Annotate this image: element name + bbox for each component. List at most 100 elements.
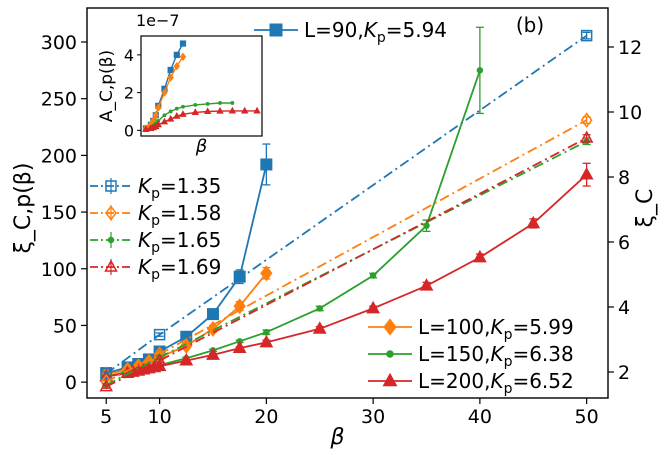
series-line: [105, 137, 588, 388]
data-point: [260, 158, 273, 171]
data-point: [366, 300, 381, 314]
legend-entry-kp165: Kp=1.65: [90, 228, 221, 256]
data-point: [179, 352, 194, 366]
inset-point: [179, 52, 187, 61]
inset-point: [152, 111, 160, 120]
inset-point: [166, 114, 175, 122]
series-4: [100, 29, 593, 380]
inset-point: [173, 112, 181, 119]
inset-point: [218, 101, 222, 105]
data-point: [476, 67, 484, 74]
inset-point: [253, 106, 261, 114]
y-left-tick-label: 250: [41, 89, 77, 111]
legend-label: L=200,Kp=6.52: [418, 369, 574, 397]
legend-marker: [383, 318, 397, 336]
data-point: [580, 112, 593, 128]
x-tick-label: 10: [148, 406, 172, 428]
x-tick-label: 5: [100, 406, 112, 428]
legend-marker: [269, 23, 283, 37]
data-point: [233, 298, 246, 315]
y-left-axis-label: ξ_C,p(β): [11, 163, 36, 254]
data-point: [579, 130, 594, 143]
y-right-tick-label: 6: [618, 232, 630, 254]
x-tick-label: 20: [254, 406, 278, 428]
data-point: [312, 321, 327, 334]
data-point: [579, 167, 594, 180]
inset-point: [173, 61, 181, 71]
data-point: [260, 265, 273, 282]
y-left-tick-label: 300: [41, 32, 77, 54]
inset-point: [179, 40, 187, 47]
y-right-tick-label: 2: [618, 362, 630, 384]
inset-point: [162, 113, 167, 118]
y-left-tick-label: 50: [53, 315, 77, 337]
inset-scale-label: 1e−7: [136, 11, 180, 30]
data-point: [206, 320, 220, 337]
legend-label: L=150,Kp=6.38: [418, 342, 574, 370]
legend-entry-l100: L=100,Kp=5.99: [368, 315, 574, 343]
data-point: [263, 328, 270, 336]
inset-point: [230, 101, 235, 105]
legend-marker: [382, 372, 398, 387]
legend-entry-l200: L=200,Kp=6.52: [368, 369, 574, 397]
inset-series-3: [142, 106, 261, 132]
inset-point: [155, 103, 162, 112]
inset-y-label: A_C,p(β): [97, 50, 117, 122]
inset-frame: [140, 35, 263, 137]
legend-entry-l90: L=90,Kp=5.94: [254, 18, 447, 46]
inset-point: [167, 66, 174, 74]
legend-entry-kp169: Kp=1.69: [90, 255, 221, 283]
inset-point: [191, 108, 200, 115]
legend-label: Kp=1.58: [138, 201, 221, 229]
legend-entry-kp135: Kp=1.35: [90, 174, 221, 202]
x-tick-label: 30: [361, 406, 385, 428]
y-left-tick-label: 200: [41, 145, 77, 167]
inset-point: [168, 109, 173, 114]
data-point: [206, 308, 219, 321]
legend-label: Kp=1.35: [138, 174, 221, 202]
data-point: [423, 222, 430, 229]
y-right-axis-label: ξ_C: [633, 189, 658, 228]
inset-point: [173, 51, 180, 58]
y-left-tick-label: 150: [41, 202, 77, 224]
legend-label: Kp=1.69: [138, 255, 221, 283]
inset-point: [154, 120, 162, 128]
inset-y-tick-label: 2: [124, 84, 134, 103]
inset-point: [179, 110, 187, 117]
inset-point: [193, 102, 198, 107]
y-right-tick-label: 12: [618, 37, 642, 59]
data-point: [419, 278, 434, 291]
y-left-tick-label: 0: [65, 372, 77, 394]
series-3: [99, 162, 594, 382]
data-point: [99, 379, 113, 392]
x-tick-label: 50: [575, 406, 599, 428]
data-point: [233, 270, 246, 283]
series-7: [99, 130, 594, 392]
inset-y-tick-label: 0: [124, 121, 134, 140]
x-tick-label: 40: [468, 406, 492, 428]
inset-y-tick-label: 4: [124, 46, 134, 65]
y-right-tick-label: 8: [618, 167, 630, 189]
inset-point: [241, 106, 249, 114]
data-point: [472, 249, 487, 263]
inset-point: [205, 101, 210, 106]
inset: 0 2 41e−7 β A_C,p(β): [97, 11, 263, 157]
data-point: [153, 328, 166, 341]
legend-entry-kp158: Kp=1.58: [90, 201, 221, 229]
inset-point: [228, 106, 237, 114]
inset-point: [216, 106, 224, 114]
inset-point: [203, 107, 212, 115]
panel-label: (b): [516, 13, 544, 37]
y-left-tick-label: 100: [41, 259, 77, 281]
data-point: [259, 334, 274, 348]
inset-point: [181, 104, 185, 109]
legend-label: Kp=1.65: [138, 228, 221, 256]
inset-point: [167, 73, 174, 82]
x-axis-label: β: [329, 425, 344, 450]
legend-entry-l150: L=150,Kp=6.38: [368, 342, 574, 370]
inset-point: [160, 117, 169, 125]
legend-label: L=100,Kp=5.99: [418, 315, 574, 343]
y-right-tick-label: 4: [618, 297, 630, 319]
data-point: [206, 347, 220, 360]
